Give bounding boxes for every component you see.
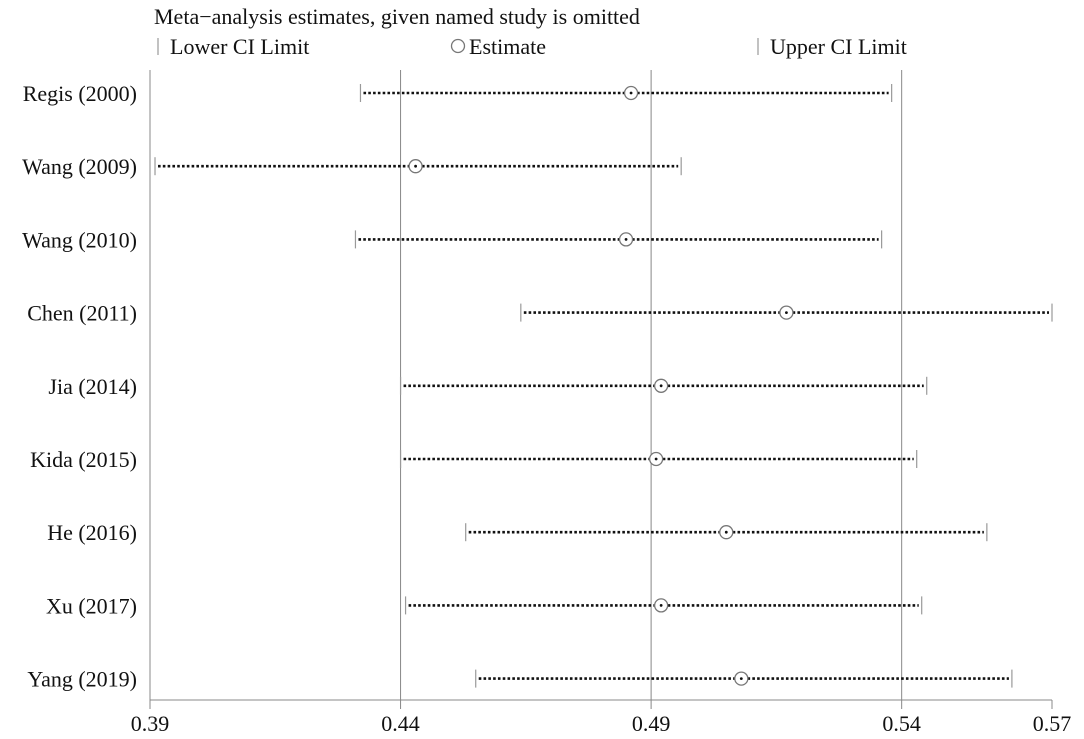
legend-label: Estimate <box>469 34 546 59</box>
study-label: He (2016) <box>47 520 137 545</box>
study-row: Regis (2000) <box>23 81 893 106</box>
study-label: Chen (2011) <box>27 301 137 326</box>
estimate-center-dot <box>629 91 633 95</box>
estimate-center-dot <box>785 311 788 314</box>
study-label: Wang (2010) <box>22 227 137 252</box>
estimate-center-dot <box>624 238 628 241</box>
study-row: Jia (2014) <box>48 374 928 399</box>
study-row: Wang (2010) <box>22 227 883 252</box>
study-rows: Regis (2000) Wang (2009) Wang (2010) Chen (… <box>22 81 1053 692</box>
estimate-center-dot <box>724 530 728 534</box>
study-label: Kida (2015) <box>30 447 137 472</box>
study-label: Xu (2017) <box>46 593 137 618</box>
x-tick-label: 0.57 <box>1033 711 1072 736</box>
study-label: Yang (2019) <box>27 667 137 692</box>
x-tick-label: 0.49 <box>632 711 671 736</box>
study-row: Xu (2017) <box>46 593 923 618</box>
legend-circle-icon <box>450 38 466 54</box>
study-label: Wang (2009) <box>22 154 137 179</box>
estimate-center-dot <box>659 604 663 607</box>
estimate-center-dot <box>659 384 663 388</box>
x-tick-label: 0.44 <box>381 711 420 736</box>
legend-label: Lower CI Limit <box>170 34 309 59</box>
study-label: Jia (2014) <box>48 374 137 399</box>
x-tick-label: 0.39 <box>131 711 170 736</box>
study-label: Regis (2000) <box>23 81 137 106</box>
x-tick-label: 0.54 <box>882 711 921 736</box>
study-row: Wang (2009) <box>22 154 682 179</box>
estimate-center-dot <box>414 164 417 168</box>
estimate-center-dot <box>654 457 658 461</box>
study-row: Kida (2015) <box>30 447 918 472</box>
legend-label: Upper CI Limit <box>770 34 907 59</box>
study-row: He (2016) <box>47 520 988 545</box>
legend: Lower CI Limit Estimate Upper CI Limit <box>157 34 907 59</box>
axes: 0.39 0.44 0.49 0.54 0.57 <box>131 70 1072 736</box>
study-row: Chen (2011) <box>27 301 1053 326</box>
chart-title: Meta−analysis estimates, given named stu… <box>154 4 640 29</box>
estimate-center-dot <box>739 677 743 680</box>
study-row: Yang (2019) <box>27 667 1013 692</box>
